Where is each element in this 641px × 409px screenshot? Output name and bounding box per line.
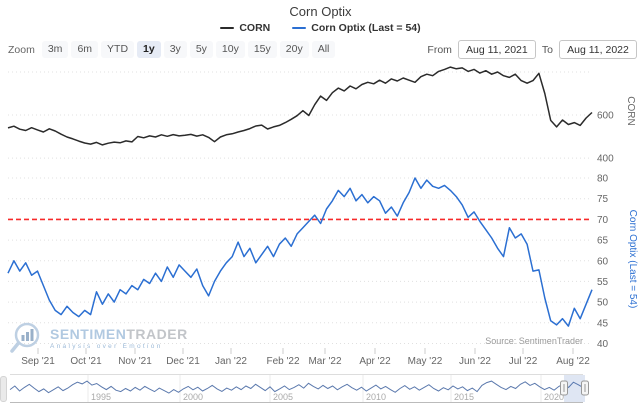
to-label: To	[541, 43, 553, 56]
from-label: From	[427, 43, 452, 56]
zoom-button-ytd[interactable]: YTD	[101, 41, 135, 58]
to-date-input[interactable]	[559, 40, 637, 59]
navigator-year-label: 2005	[273, 392, 293, 402]
navigator-series-line	[9, 380, 584, 394]
y-axis-tick-label: 75	[597, 194, 609, 205]
legend-marker	[220, 27, 235, 29]
y-axis-tick-label: 60	[597, 256, 609, 267]
corn-optix-series-line	[7, 177, 593, 327]
legend-label: CORN	[239, 22, 271, 34]
navigator-year-label: 2015	[454, 392, 474, 402]
zoom-button-3y[interactable]: 3y	[163, 41, 187, 58]
zoom-button-3m[interactable]: 3m	[41, 41, 69, 58]
y-axis-tick-label: 40	[597, 339, 609, 350]
x-axis-tick-label: Mar '22	[308, 356, 341, 367]
legend-marker	[292, 27, 307, 29]
zoom-button-20y[interactable]: 20y	[279, 41, 309, 58]
navigator-year-label: 2010	[366, 392, 386, 402]
date-range-controls: From To	[427, 40, 637, 59]
navigator-selected-range[interactable]	[564, 375, 585, 402]
y-axis-title: Corn Optix (Last = 54)	[627, 210, 638, 309]
sentimentrader-logo-icon	[10, 322, 40, 353]
x-axis-tick-label: Apr '22	[359, 356, 391, 367]
y-axis-tick-label: 50	[597, 298, 609, 309]
zoom-button-all[interactable]: All	[311, 41, 336, 58]
y-axis-title: CORN	[625, 96, 636, 125]
navigator-year-label: 1995	[91, 392, 111, 402]
zoom-button-6m[interactable]: 6m	[71, 41, 99, 58]
from-date-input[interactable]	[457, 40, 536, 59]
x-axis-tick-label: Sep '21	[21, 356, 55, 367]
scroll-thumb[interactable]	[0, 376, 7, 402]
y-axis-tick-label: 80	[597, 174, 609, 185]
corn-series-line	[7, 66, 593, 146]
x-axis-tick-label: Jul '22	[509, 356, 538, 367]
source-credit: Source: SentimenTrader	[485, 336, 583, 346]
y-axis-tick-label: 70	[597, 215, 609, 226]
y-axis-tick-label: 400	[597, 154, 614, 165]
legend-label: Corn Optix (Last = 54)	[311, 22, 421, 34]
navigator-year-label: 2000	[183, 392, 203, 402]
x-axis-tick-label: Dec '21	[166, 356, 200, 367]
y-axis-tick-label: 65	[597, 236, 609, 247]
x-axis-tick-label: Nov '21	[118, 356, 152, 367]
zoom-toolbar: Zoom 3m 6m YTD 1y 3y 5y 10y 15y 20y All	[8, 41, 336, 58]
x-axis-tick-label: Feb '22	[266, 356, 299, 367]
legend-item-corn-optix[interactable]: Corn Optix (Last = 54)	[292, 22, 421, 34]
navigator-year-label: 2020	[544, 392, 564, 402]
sentimentrader-watermark: SENTIMENTRADER Analysis over Emotion	[8, 320, 188, 356]
zoom-button-1y[interactable]: 1y	[137, 41, 161, 58]
legend-item-corn[interactable]: CORN	[220, 22, 270, 34]
zoom-button-5y[interactable]: 5y	[189, 41, 213, 58]
zoom-button-15y[interactable]: 15y	[247, 41, 277, 58]
watermark-text: SENTIMENTRADER Analysis over Emotion	[50, 325, 188, 350]
y-axis-tick-label: 600	[597, 111, 614, 122]
brand-primary: SENTIMEN	[50, 325, 127, 342]
x-axis-tick-label: Jun '22	[459, 356, 491, 367]
zoom-button-10y[interactable]: 10y	[215, 41, 245, 58]
y-axis-tick-label: 55	[597, 277, 609, 288]
brand-tagline: Analysis over Emotion	[50, 342, 163, 350]
zoom-label: Zoom	[8, 43, 35, 56]
legend: CORN Corn Optix (Last = 54)	[0, 22, 641, 34]
x-axis-tick-label: May '22	[408, 356, 443, 367]
x-axis-tick-label: Aug '22	[556, 356, 590, 367]
y-axis-tick-label: 45	[597, 318, 609, 329]
x-axis-tick-label: Oct '21	[70, 356, 102, 367]
zoom-buttons-group: 3m 6m YTD 1y 3y 5y 10y 15y 20y All	[41, 41, 336, 58]
brand-secondary: TRADER	[126, 325, 188, 342]
chart-title: Corn Optix	[289, 4, 352, 19]
x-axis-tick-label: Jan '22	[215, 356, 247, 367]
